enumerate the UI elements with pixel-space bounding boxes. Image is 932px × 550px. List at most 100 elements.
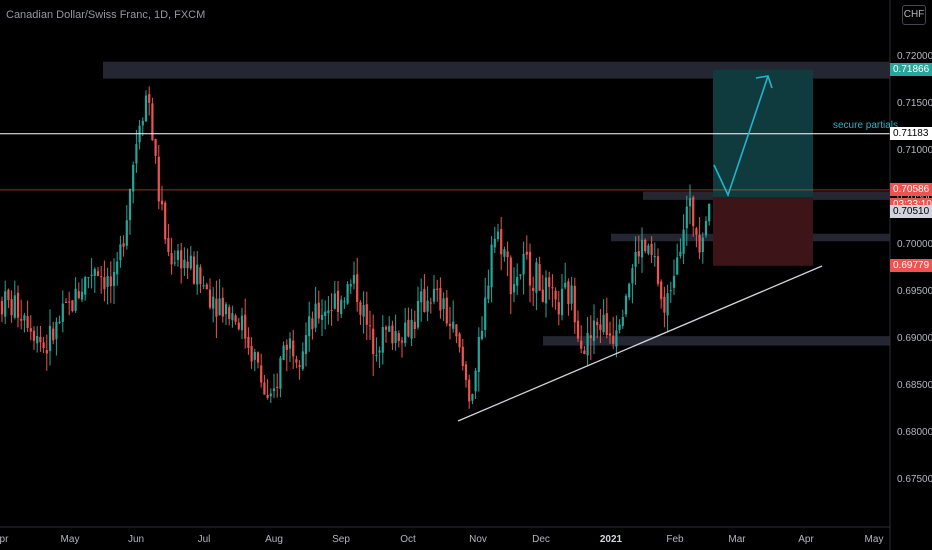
candle-body — [512, 284, 516, 293]
candle-body — [4, 291, 7, 317]
drawing-lines[interactable] — [0, 75, 890, 422]
candle-body — [122, 243, 125, 247]
candle-body — [234, 315, 237, 322]
candle-body — [468, 379, 471, 402]
candle-body — [368, 325, 372, 327]
candle-body — [519, 274, 522, 276]
candle-body — [93, 268, 96, 276]
candle-body — [400, 340, 404, 343]
candle-body — [119, 244, 122, 261]
long-position-tool[interactable] — [713, 69, 813, 266]
candle-body — [679, 251, 682, 257]
candle-body — [480, 330, 484, 340]
candlestick-series — [0, 86, 711, 409]
candle-body — [96, 271, 100, 276]
time-tick-label: Nov — [469, 534, 487, 545]
candle-body — [471, 394, 474, 401]
candle-body — [580, 340, 583, 349]
candle-body — [295, 359, 298, 363]
candle-body — [260, 365, 263, 383]
price-tag-stop: 0.69779 — [890, 259, 932, 273]
candle-body — [247, 337, 250, 349]
candle-body — [528, 251, 532, 286]
time-tick-label: 2021 — [599, 534, 623, 545]
candle-body — [285, 344, 288, 350]
candle-body — [666, 293, 669, 316]
candle-body — [186, 261, 189, 269]
candle-body — [199, 267, 202, 285]
candle-body — [141, 120, 144, 126]
candle-body — [256, 352, 260, 363]
candle-body — [106, 275, 109, 287]
candle-body — [618, 324, 621, 330]
candle-body — [624, 295, 628, 315]
candle-body — [13, 295, 16, 318]
candle-body — [640, 239, 644, 258]
candle-body — [324, 311, 327, 317]
candle-body — [183, 259, 186, 269]
candle-body — [314, 303, 317, 328]
ascending-trendline — [457, 265, 823, 422]
candle-body — [487, 285, 490, 300]
candle-body — [701, 237, 704, 252]
price-tick-label: 0.71000 — [897, 145, 932, 156]
candle-body — [74, 288, 77, 311]
candle-body — [442, 298, 445, 309]
candle-body — [461, 346, 464, 366]
candle-body — [23, 315, 26, 321]
candle-body — [240, 315, 244, 331]
candle-body — [311, 318, 314, 330]
candle-body — [464, 364, 468, 380]
candle-body — [365, 304, 368, 325]
time-tick-label: Mar — [728, 534, 746, 545]
candle-body — [698, 234, 701, 253]
candle-body — [688, 198, 692, 207]
price-tag-target: 0.71866 — [890, 63, 932, 77]
arrow-head-icon — [755, 75, 773, 89]
candle-body — [0, 301, 4, 315]
price-tick-label: 0.70000 — [897, 239, 932, 250]
price-tick-label: 0.72000 — [897, 51, 932, 62]
candle-body — [455, 324, 458, 337]
candle-body — [416, 300, 420, 328]
candle-body — [429, 302, 432, 304]
time-tick-label: Jun — [127, 534, 145, 545]
candle-body — [308, 316, 311, 337]
candle-body — [551, 287, 554, 289]
candle-body — [704, 220, 708, 236]
currency-badge[interactable]: CHF — [902, 5, 926, 25]
candle-body — [160, 200, 164, 205]
candle-body — [45, 350, 48, 354]
candle-body — [202, 285, 205, 287]
candle-body — [276, 386, 279, 388]
candle-body — [218, 298, 221, 316]
candle-body — [685, 206, 688, 229]
candle-body — [250, 345, 253, 362]
candle-body — [340, 299, 343, 315]
candle-body — [647, 245, 650, 254]
price-tag-entry: 0.70510 — [890, 204, 932, 218]
candle-body — [564, 282, 567, 288]
candle-body — [343, 301, 346, 303]
chart-title: Canadian Dollar/Swiss Franc, 1D, FXCM — [6, 9, 206, 21]
candle-body — [48, 325, 52, 352]
candle-body — [196, 264, 199, 285]
candle-body — [554, 290, 557, 300]
candle-body — [477, 336, 480, 372]
candle-body — [410, 319, 413, 339]
time-tick-label: Feb — [666, 534, 684, 545]
candle-body — [516, 277, 519, 286]
candle-body — [80, 291, 84, 300]
candle-body — [445, 297, 448, 324]
candle-body — [669, 290, 672, 292]
candle-body — [391, 325, 394, 344]
candle-body — [420, 291, 423, 303]
candle-body — [336, 290, 340, 313]
candle-body — [132, 164, 135, 192]
candle-body — [656, 256, 660, 284]
candle-body — [432, 288, 436, 302]
candle-body — [228, 307, 231, 319]
candle-body — [596, 321, 599, 326]
time-tick-label: May — [864, 534, 884, 545]
